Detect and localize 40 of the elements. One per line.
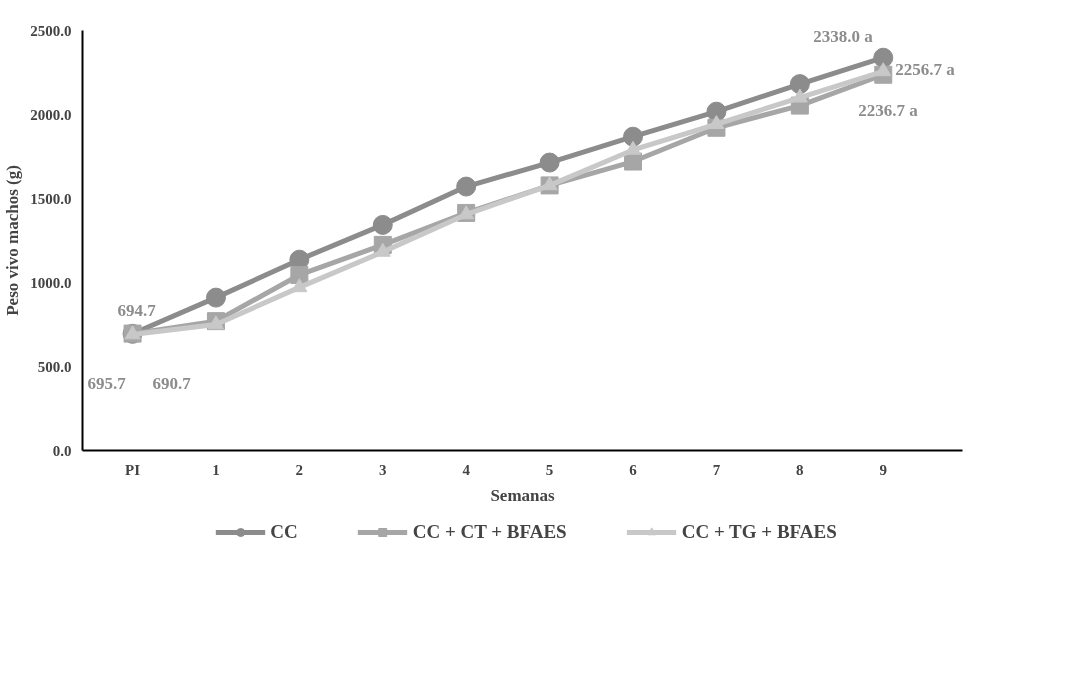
- point: [290, 265, 309, 284]
- point: [708, 115, 725, 130]
- point: [789, 74, 810, 95]
- point: [456, 176, 477, 197]
- annotation: 695.7: [87, 373, 127, 393]
- y-tick-label: 1000.0: [30, 274, 72, 291]
- point: [625, 140, 642, 155]
- legend-label: CC + CT + BFAES: [412, 521, 567, 543]
- y-axis-title: Peso vivo machos (g): [3, 165, 23, 316]
- x-tick-label: 4: [462, 461, 471, 478]
- point: [372, 214, 393, 235]
- y-tick-label: 2000.0: [30, 106, 72, 123]
- legend-label: CC: [270, 521, 298, 543]
- point: [205, 287, 226, 308]
- annotation: 690.7: [152, 374, 192, 394]
- x-tick-label: 5: [545, 461, 554, 478]
- x-tick-label: 8: [796, 461, 804, 478]
- x-tick-label: 6: [629, 461, 638, 478]
- x-tick-label: 7: [712, 461, 721, 478]
- point: [539, 152, 560, 173]
- x-tick-label: 3: [379, 461, 387, 478]
- point: [623, 126, 644, 147]
- legend-label: CC + TG + BFAES: [681, 521, 837, 543]
- y-tick-label: 2500.0: [30, 22, 72, 39]
- point: [875, 62, 892, 77]
- point: [541, 176, 558, 191]
- annotation: 2236.7 a: [858, 100, 919, 120]
- x-tick-label: 2: [295, 461, 304, 478]
- x-tick-label: PI: [125, 461, 141, 478]
- annotation: 2256.7 a: [895, 60, 956, 80]
- x-axis-title: Semanas: [490, 485, 555, 505]
- x-tick-label: 1: [212, 461, 220, 478]
- annotation: 694.7: [117, 300, 157, 320]
- y-tick-label: 1500.0: [30, 190, 72, 207]
- y-tick-label: 500.0: [37, 358, 72, 375]
- annotation: 2338.0 a: [813, 26, 874, 46]
- point: [873, 47, 894, 68]
- point: [791, 88, 808, 103]
- y-tick-label: 0.0: [52, 442, 72, 459]
- x-tick-label: 9: [879, 461, 888, 478]
